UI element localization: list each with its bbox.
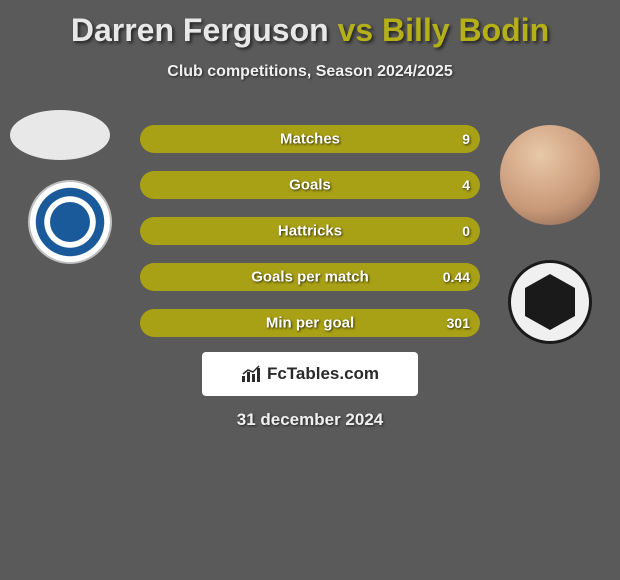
player1-avatar [10, 110, 110, 160]
subtitle: Club competitions, Season 2024/2025 [0, 63, 620, 81]
stat-label: Hattricks [278, 223, 342, 240]
branding-badge: FcTables.com [202, 352, 418, 396]
stat-value: 0.44 [443, 269, 470, 285]
player1-name: Darren Ferguson [71, 12, 329, 48]
stat-value: 301 [447, 315, 470, 331]
player2-name: Billy Bodin [382, 12, 549, 48]
stat-label: Matches [280, 131, 340, 148]
stat-label: Goals [289, 177, 331, 194]
stats-container: Matches 9 Goals 4 Hattricks 0 Goals per … [140, 125, 480, 355]
player1-club-badge [28, 180, 112, 264]
stat-row-matches: Matches 9 [140, 125, 480, 153]
branding-text: FcTables.com [267, 364, 379, 384]
stat-row-hattricks: Hattricks 0 [140, 217, 480, 245]
stat-label: Min per goal [266, 315, 354, 332]
stat-row-goals-per-match: Goals per match 0.44 [140, 263, 480, 291]
stat-label: Goals per match [251, 269, 369, 286]
player2-club-badge [508, 260, 592, 344]
chart-icon [241, 365, 263, 383]
vs-text: vs [338, 12, 374, 48]
stat-row-min-per-goal: Min per goal 301 [140, 309, 480, 337]
stat-value: 9 [462, 131, 470, 147]
player2-avatar [500, 125, 600, 225]
stat-value: 4 [462, 177, 470, 193]
stat-value: 0 [462, 223, 470, 239]
date-text: 31 december 2024 [237, 410, 384, 430]
stat-row-goals: Goals 4 [140, 171, 480, 199]
page-title: Darren Ferguson vs Billy Bodin [0, 0, 620, 49]
